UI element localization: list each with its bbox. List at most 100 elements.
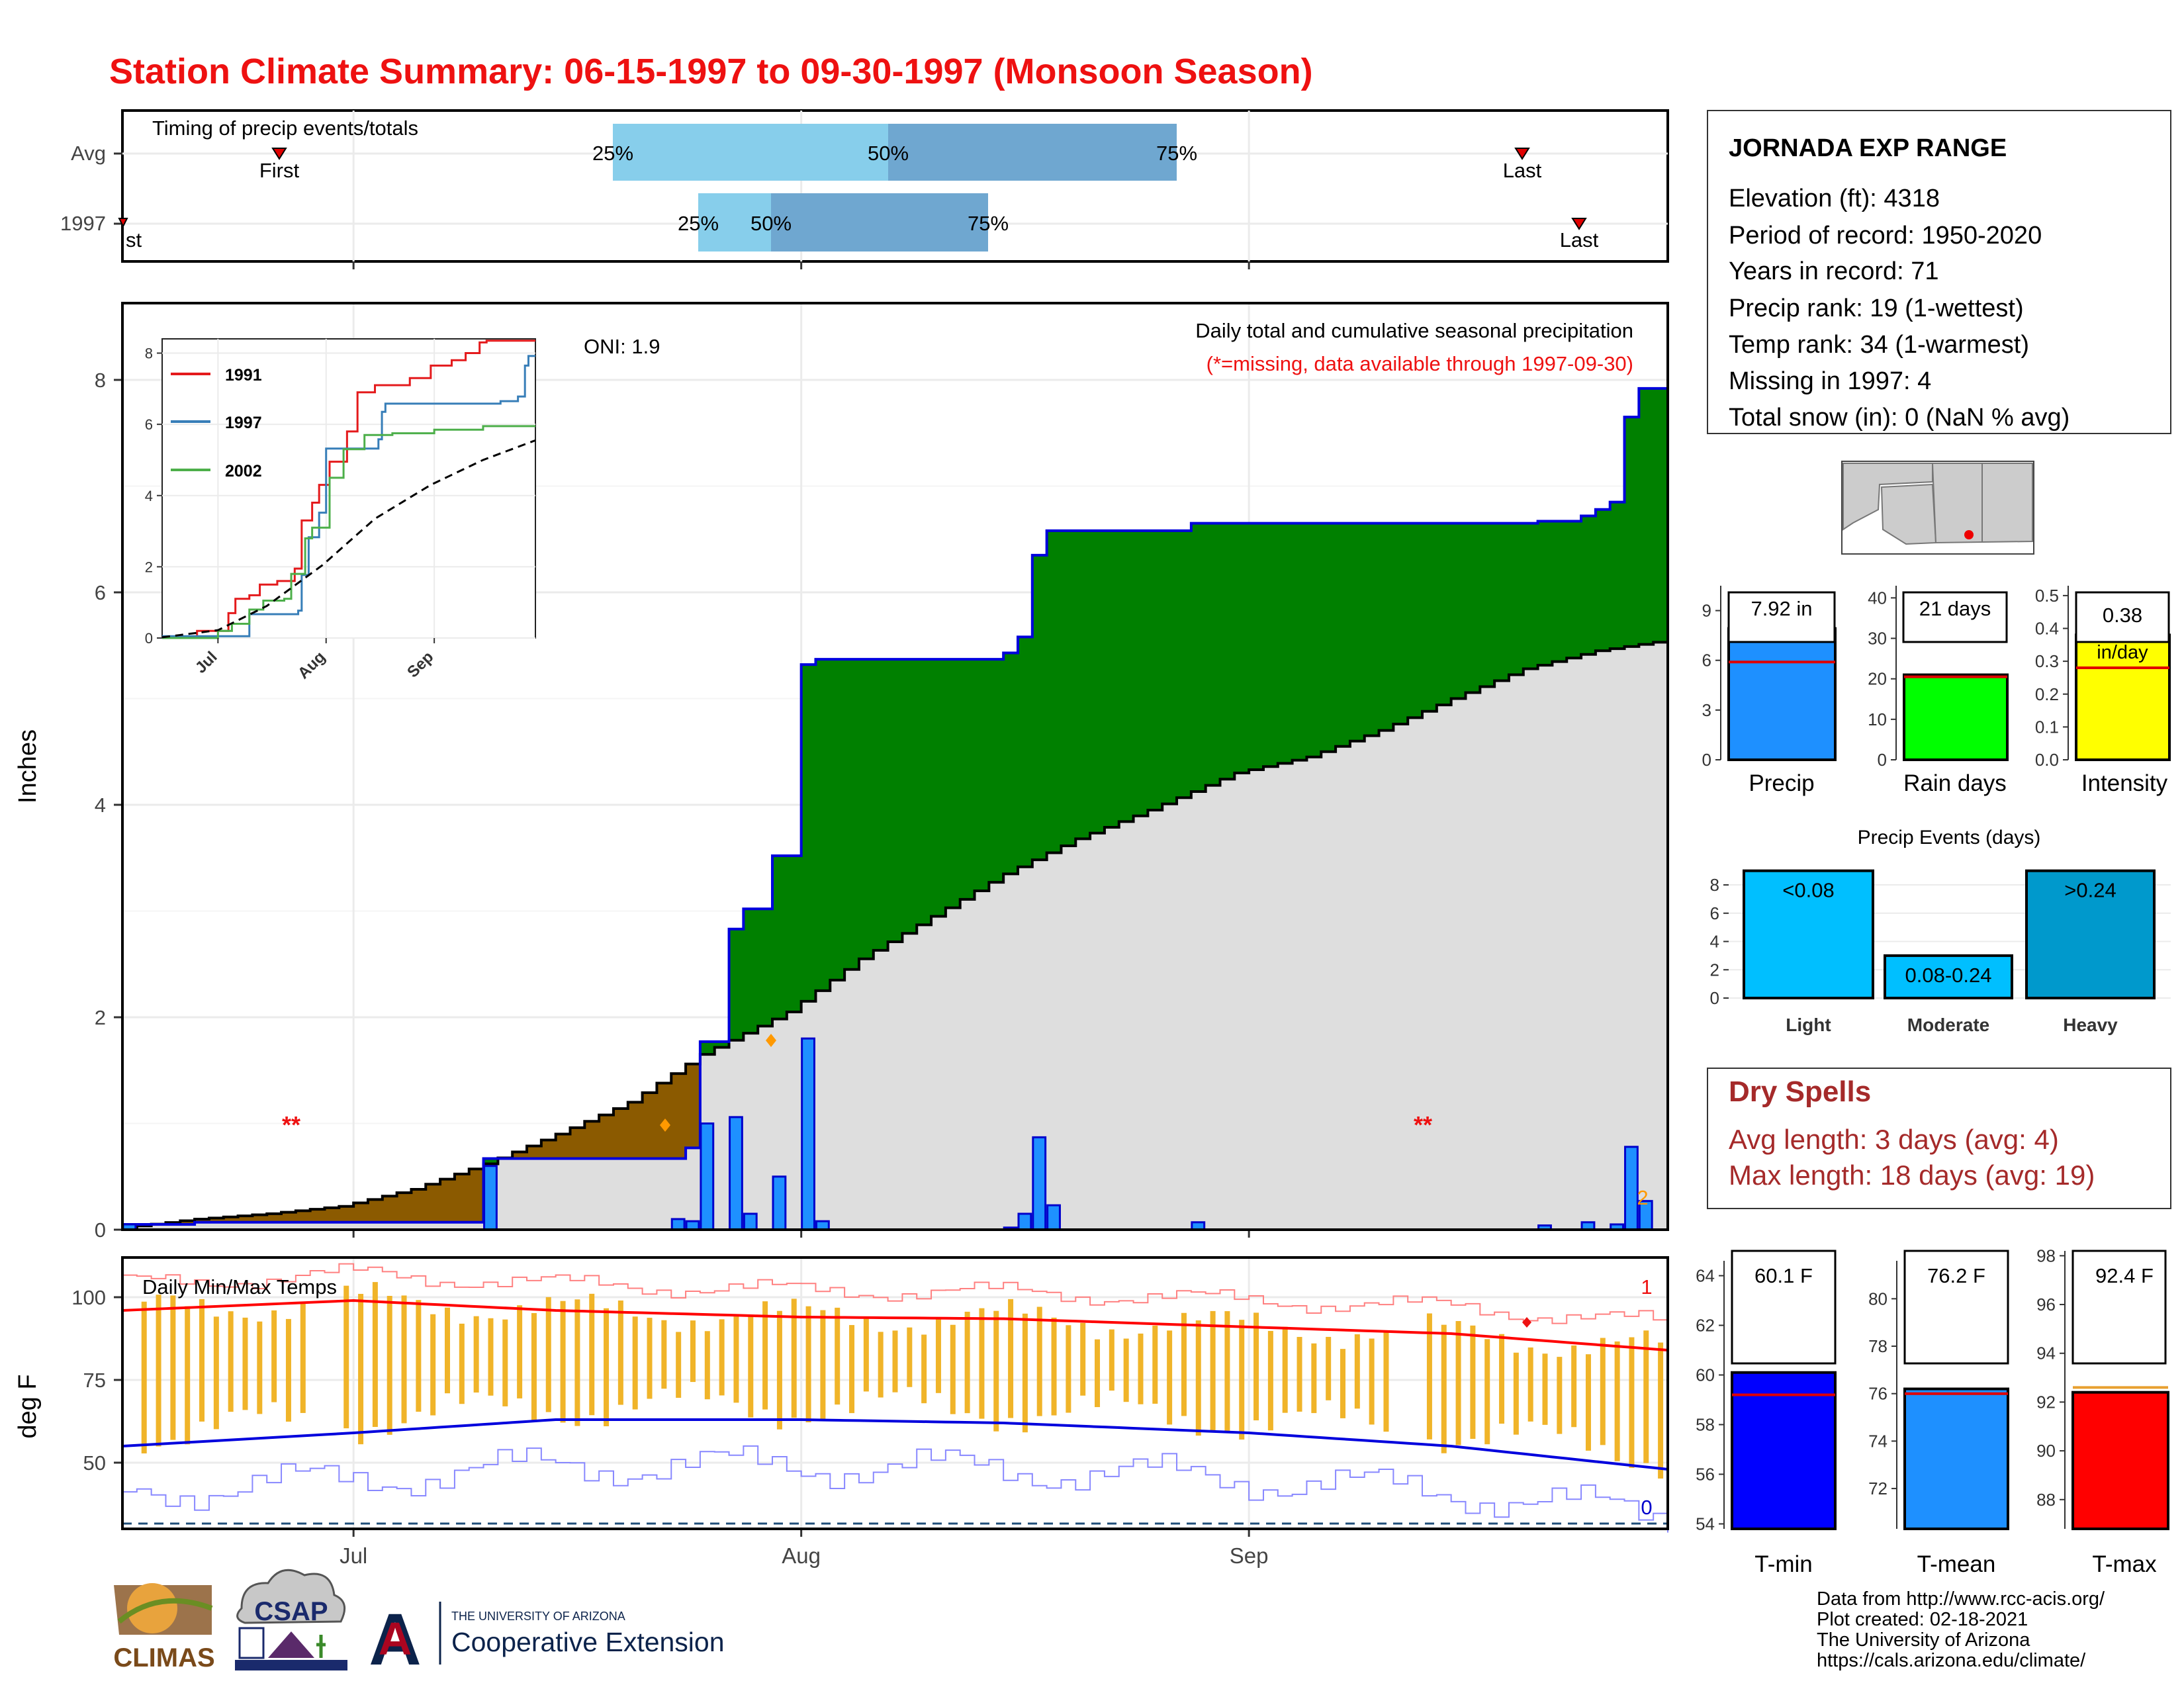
tmin-stat-ytick-label: 58 xyxy=(1696,1415,1715,1435)
timing-avg-q25-label: 25% xyxy=(592,142,633,165)
timing-avg-q25-q50-bar xyxy=(613,124,888,181)
temp-ylabel: deg F xyxy=(14,1374,42,1438)
temp-daily-bar xyxy=(1253,1312,1259,1421)
temp-daily-bar xyxy=(589,1293,595,1416)
csap-cloud-icon xyxy=(236,1569,346,1624)
tmean-stat-box xyxy=(1903,1250,2009,1365)
temp-daily-bar xyxy=(632,1316,638,1410)
tmax-stat-value-bar xyxy=(2071,1391,2169,1531)
temp-daily-bar xyxy=(1369,1338,1375,1425)
inset-ytick-label: 4 xyxy=(145,488,153,504)
temp-daily-bar xyxy=(170,1295,176,1440)
temp-daily-bar xyxy=(257,1321,263,1414)
tmean-stat-ytick-label: 74 xyxy=(1868,1431,1888,1451)
raindays-stat-chart: Rain days 0 10 20 30 40 21 days xyxy=(1868,586,2009,796)
raindays-stat-value: 21 days xyxy=(1919,597,1991,620)
footer-line-data: Data from http://www.rcc-acis.org/ xyxy=(1817,1588,2105,1610)
temp-daily-bar xyxy=(617,1301,623,1405)
events-title: Precip Events (days) xyxy=(1858,827,2041,848)
temp-daily-bar xyxy=(921,1334,927,1404)
csap-mountain-icon xyxy=(268,1631,314,1658)
location-map xyxy=(1841,461,2034,555)
raindays-stat-ytick-label: 20 xyxy=(1868,669,1887,689)
csap-logo-text: CSAP xyxy=(254,1597,328,1626)
temp-daily-bar xyxy=(560,1301,566,1423)
daily-precip-bar xyxy=(772,1175,787,1231)
avg-cumulative-area xyxy=(122,640,1668,1230)
footer-line-created: Plot created: 02-18-2021 xyxy=(1817,1609,2028,1630)
precip-stat-label: Precip xyxy=(1749,770,1814,796)
tmax-stat-ytick-label: 88 xyxy=(2036,1490,2056,1510)
dry-spells-frame xyxy=(1707,1068,2171,1209)
temp-daily-bar xyxy=(733,1316,739,1403)
temp-daily-bar xyxy=(1210,1310,1216,1433)
precip-ytick-label: 6 xyxy=(95,581,106,604)
precip-stat-value: 7.92 in xyxy=(1751,597,1812,620)
temp-daily-bar xyxy=(1008,1299,1014,1418)
timing-avg-first-marker xyxy=(271,148,287,160)
timing-1997-q50-q75-bar xyxy=(771,193,988,251)
precip-stat-ytick-label: 9 xyxy=(1702,601,1711,621)
events-ytick-label: 6 xyxy=(1710,903,1719,923)
station-info: JORNADA EXP RANGE Elevation (ft): 4318 P… xyxy=(1707,110,2171,434)
temp-daily-bar xyxy=(545,1297,551,1412)
timing-row-1997: 1997 xyxy=(60,212,106,235)
temp-daily-bar xyxy=(473,1316,479,1393)
dry-spells-max: Max length: 18 days (avg: 19) xyxy=(1729,1160,2095,1191)
tmax-stat-label: T-max xyxy=(2092,1551,2157,1577)
temp-daily-bar xyxy=(1658,1342,1664,1479)
temp-daily-bar xyxy=(835,1307,841,1405)
timing-1997-first-label: st xyxy=(126,228,142,251)
csap-cactus-icon xyxy=(316,1635,326,1658)
tmax-stat-value: 92.4 F xyxy=(2095,1264,2154,1287)
temp-daily-bar xyxy=(1557,1357,1563,1434)
temp-daily-bar xyxy=(156,1295,161,1447)
inset-legend-1997: 1997 xyxy=(225,414,262,432)
temp-daily-bar xyxy=(271,1310,277,1402)
tmean-stat-ytick-label: 78 xyxy=(1868,1336,1888,1356)
tmin-stat-ytick-label: 64 xyxy=(1696,1266,1715,1286)
timing-avg-first-label: First xyxy=(259,159,300,182)
inset-line-avg xyxy=(161,439,536,639)
temp-daily-bar xyxy=(1340,1349,1345,1418)
timing-1997-first-marker xyxy=(118,218,128,228)
tmax-stat-ytick-label: 92 xyxy=(2036,1392,2056,1412)
climas-logo-swoosh-icon xyxy=(117,1598,213,1624)
precip-ytick-label: 4 xyxy=(95,794,106,817)
footer-line-url: https://cals.arizona.edu/climate/ xyxy=(1817,1650,2086,1671)
temp-daily-bar xyxy=(776,1310,782,1430)
temp-daily-bar xyxy=(1095,1339,1101,1408)
inset-ytick-label: 6 xyxy=(145,416,153,433)
temp-bottom-count: 0 xyxy=(1641,1496,1652,1519)
intensity-stat-label: Intensity xyxy=(2081,770,2168,796)
temp-daily-bar xyxy=(1195,1320,1201,1436)
raindays-stat-box xyxy=(1902,591,2008,643)
inset-legend-2002: 2002 xyxy=(225,462,262,480)
timing-row-avg: Avg xyxy=(71,142,106,165)
temp-daily-bar xyxy=(488,1318,494,1396)
temp-frame xyxy=(121,1256,1669,1530)
ua-logo-big-text: Cooperative Extension xyxy=(451,1627,725,1657)
intensity-stat-ytick-label: 0.2 xyxy=(2035,684,2059,704)
raindays-stat-ytick-label: 40 xyxy=(1868,588,1887,608)
timing-1997-q25-q50-bar xyxy=(698,193,771,251)
temp-daily-bar xyxy=(1282,1326,1288,1413)
map-state-arizona xyxy=(1880,483,1937,545)
station-name: JORNADA EXP RANGE xyxy=(1729,134,2007,162)
tmean-stat-ytick-label: 80 xyxy=(1868,1289,1888,1308)
station-period: Period of record: 1950-2020 xyxy=(1729,222,2042,250)
tmin-stat-ytick-label: 62 xyxy=(1696,1316,1715,1336)
temp-daily-bar xyxy=(1600,1338,1606,1445)
ua-logo: A A THE UNIVERSITY OF ARIZONA Cooperativ… xyxy=(357,1599,725,1680)
daily-precip-bar xyxy=(700,1122,715,1231)
temp-daily-bar xyxy=(1455,1321,1461,1445)
temp-daily-bar xyxy=(1152,1325,1158,1404)
station-elevation: Elevation (ft): 4318 xyxy=(1729,185,1940,212)
tmax-stat-ytick-label: 94 xyxy=(2036,1344,2056,1363)
temp-daily-bar xyxy=(907,1327,913,1387)
climas-logo-text: CLIMAS xyxy=(113,1643,214,1672)
timing-panel: Timing of precip events/totals Avg 1997 … xyxy=(60,109,1669,269)
events-bar-value-label: >0.24 xyxy=(2064,879,2116,902)
